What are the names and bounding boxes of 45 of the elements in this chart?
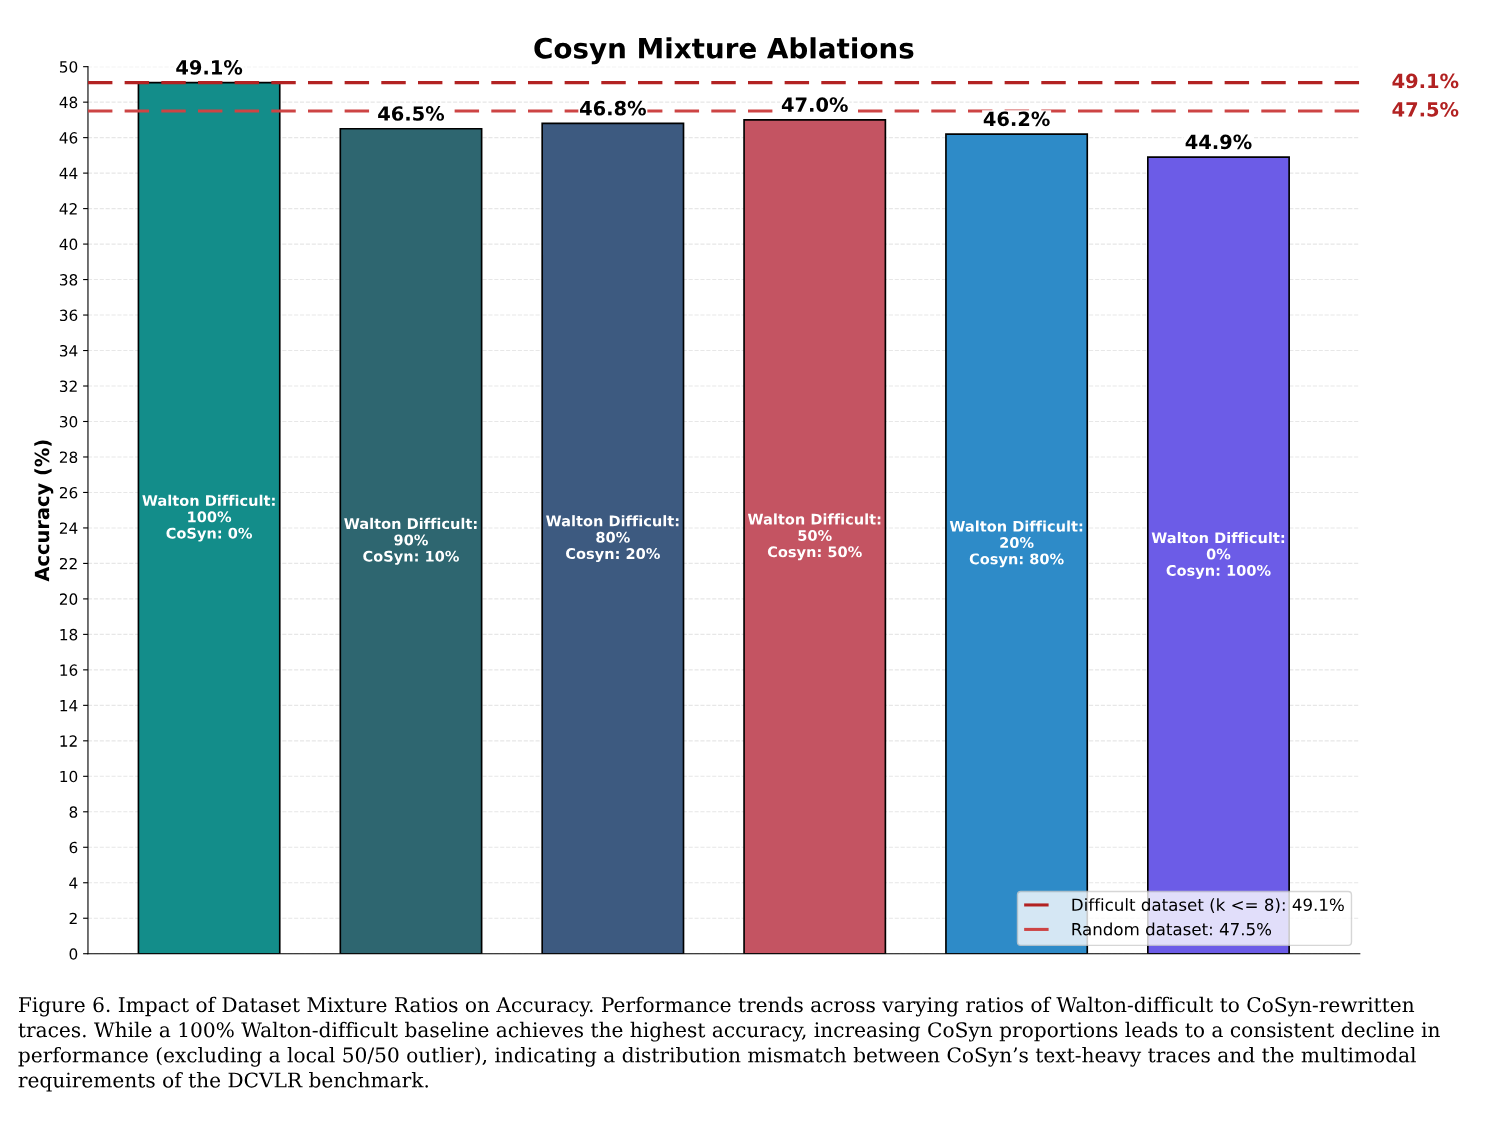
data-label: 46.5% <box>378 106 445 121</box>
y-tick-label: 30 <box>59 415 78 428</box>
x-tick-label: Walton Difficult: 80% Cosyn: 20% <box>546 515 679 563</box>
y-tick-label: 0 <box>69 948 78 960</box>
data-label: 46.2% <box>983 111 1050 127</box>
y-axis-title: Accuracy (%) <box>34 440 54 582</box>
y-tick-label: 20 <box>59 593 78 605</box>
x-tick-label: Walton Difficult: 20% Cosyn: 80% <box>949 520 1083 568</box>
y-tick-label: 2 <box>69 912 77 925</box>
y-tick-label: 36 <box>59 309 78 322</box>
data-label: 46.8% <box>579 100 646 116</box>
y-tick-label: 26 <box>59 486 78 499</box>
x-tick-label: Walton Difficult: 50% Cosyn: 50% <box>747 513 881 561</box>
x-tick-label: Walton Difficult: 90% CoSyn: 10% <box>344 517 477 565</box>
y-tick-label: 16 <box>60 664 78 676</box>
y-tick-label: 6 <box>69 841 78 854</box>
y-tick-label: 22 <box>59 557 77 570</box>
x-tick-label: Walton Difficult: 0% Cosyn: 100% <box>1151 531 1285 579</box>
y-tick-label: 50 <box>59 61 78 73</box>
y-tick-label: 48 <box>59 96 78 109</box>
text: 47.5% <box>1392 101 1459 117</box>
y-tick-label: 42 <box>59 203 77 215</box>
legend-label: Difficult dataset (k <= 8): 49.1% <box>1072 898 1344 913</box>
data-label: 47.0% <box>781 97 848 112</box>
y-tick-label: 34 <box>59 344 78 357</box>
y-tick-label: 44 <box>59 167 78 179</box>
x-tick-label: Walton Difficult: 100% CoSyn: 0% <box>142 494 275 542</box>
y-tick-label: 46 <box>59 132 78 144</box>
y-tick-label: 24 <box>59 522 78 534</box>
y-tick-label: 14 <box>60 700 78 712</box>
chart-title: Cosyn Mixture Ablations <box>534 37 914 65</box>
y-tick-label: 40 <box>59 238 78 251</box>
text: 49.1% <box>1392 73 1459 89</box>
y-tick-label: 12 <box>60 735 77 747</box>
y-tick-label: 4 <box>69 877 78 889</box>
data-label: 44.9% <box>1185 134 1252 150</box>
y-tick-label: 28 <box>59 451 78 463</box>
y-tick-label: 8 <box>69 806 78 818</box>
data-label: 49.1% <box>176 59 243 75</box>
y-tick-label: 38 <box>59 274 78 286</box>
caption: Figure 6. Impact of Dataset Mixture Ratios on Accuracy. Performance trends across varying ratios of Walton-difficult to CoSyn-rewritten traces. While a 100% Walton-difficult baseline achieves the highest accuracy, increasing CoSyn proportions leads to a consistent decline in performance (excluding a local 50/50 outlier), indicating a distribution mismatch between CoSyn’s text-heavy traces and the multimodal requirements of the DCVLR benchmark. <box>18 996 1440 1092</box>
y-tick-label: 18 <box>60 628 78 641</box>
legend-label: Random dataset: 47.5% <box>1072 922 1272 936</box>
y-tick-label: 32 <box>59 380 77 393</box>
y-tick-label: 10 <box>60 770 78 783</box>
